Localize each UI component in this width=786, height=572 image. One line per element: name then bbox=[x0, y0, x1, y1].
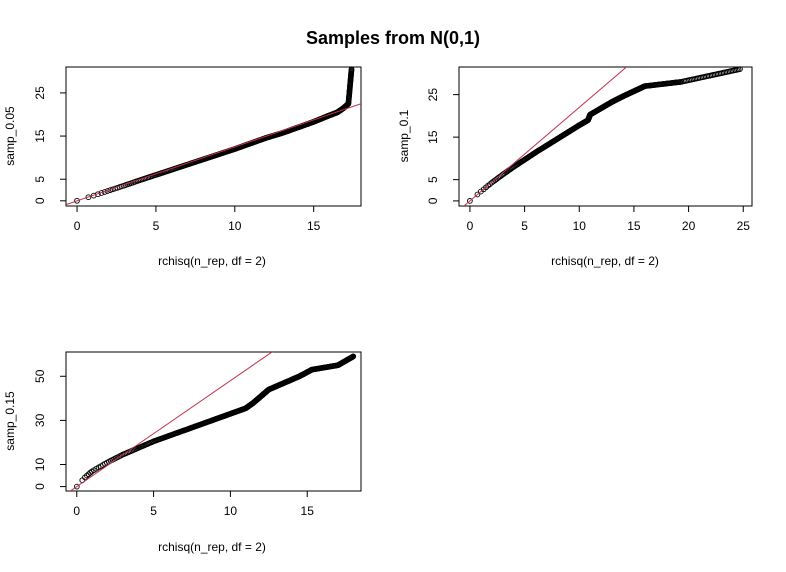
y-axis-label: samp_0.1 bbox=[397, 109, 411, 162]
y-tick-label: 15 bbox=[426, 130, 440, 144]
y-tick-label: 5 bbox=[426, 176, 440, 183]
data-point bbox=[85, 194, 92, 201]
chart-title: Samples from N(0,1) bbox=[305, 28, 481, 48]
y-tick-label: 50 bbox=[33, 369, 47, 383]
x-tick-label: 25 bbox=[737, 219, 751, 233]
x-tick-label: 0 bbox=[74, 219, 81, 233]
y-tick-label: 10 bbox=[33, 458, 47, 472]
y-axis-label: samp_0.05 bbox=[3, 106, 17, 166]
x-tick-label: 5 bbox=[150, 504, 157, 518]
data-point bbox=[737, 66, 743, 72]
data-point bbox=[87, 469, 94, 476]
x-tick-label: 10 bbox=[228, 219, 242, 233]
reference-line bbox=[69, 352, 273, 491]
data-point bbox=[350, 353, 357, 360]
x-tick-label: 0 bbox=[467, 219, 474, 233]
data-point bbox=[84, 472, 90, 479]
y-tick-label: 25 bbox=[33, 86, 47, 100]
y-tick-label: 5 bbox=[33, 176, 47, 183]
x-axis-label: rchisq(n_rep, df = 2) bbox=[158, 254, 266, 268]
x-tick-label: 15 bbox=[627, 219, 641, 233]
x-tick-label: 15 bbox=[301, 504, 315, 518]
data-point bbox=[467, 198, 473, 204]
plot-frame bbox=[65, 66, 362, 207]
y-tick-label: 0 bbox=[426, 197, 440, 204]
reference-line bbox=[66, 103, 361, 206]
x-axis-label: rchisq(n_rep, df = 2) bbox=[551, 254, 659, 268]
data-point bbox=[74, 197, 80, 204]
y-tick-label: 0 bbox=[33, 483, 47, 490]
data-point bbox=[348, 66, 355, 73]
data-point bbox=[73, 483, 80, 490]
x-tick-label: 10 bbox=[224, 504, 238, 518]
y-tick-label: 30 bbox=[33, 413, 47, 427]
x-tick-label: 20 bbox=[682, 219, 696, 233]
x-tick-label: 0 bbox=[73, 504, 80, 518]
y-tick-label: 15 bbox=[33, 129, 47, 143]
x-axis-label: rchisq(n_rep, df = 2) bbox=[158, 540, 266, 554]
x-tick-label: 5 bbox=[521, 219, 528, 233]
data-point bbox=[487, 181, 493, 187]
x-tick-label: 5 bbox=[153, 219, 160, 233]
plot-frame bbox=[458, 66, 753, 207]
x-tick-label: 15 bbox=[307, 219, 321, 233]
y-tick-label: 25 bbox=[426, 88, 440, 102]
y-tick-label: 0 bbox=[33, 197, 47, 204]
reference-line bbox=[463, 67, 628, 206]
y-axis-label: samp_0.15 bbox=[3, 391, 17, 451]
x-tick-label: 10 bbox=[573, 219, 587, 233]
plot-frame bbox=[65, 351, 362, 492]
data-point bbox=[474, 191, 481, 198]
